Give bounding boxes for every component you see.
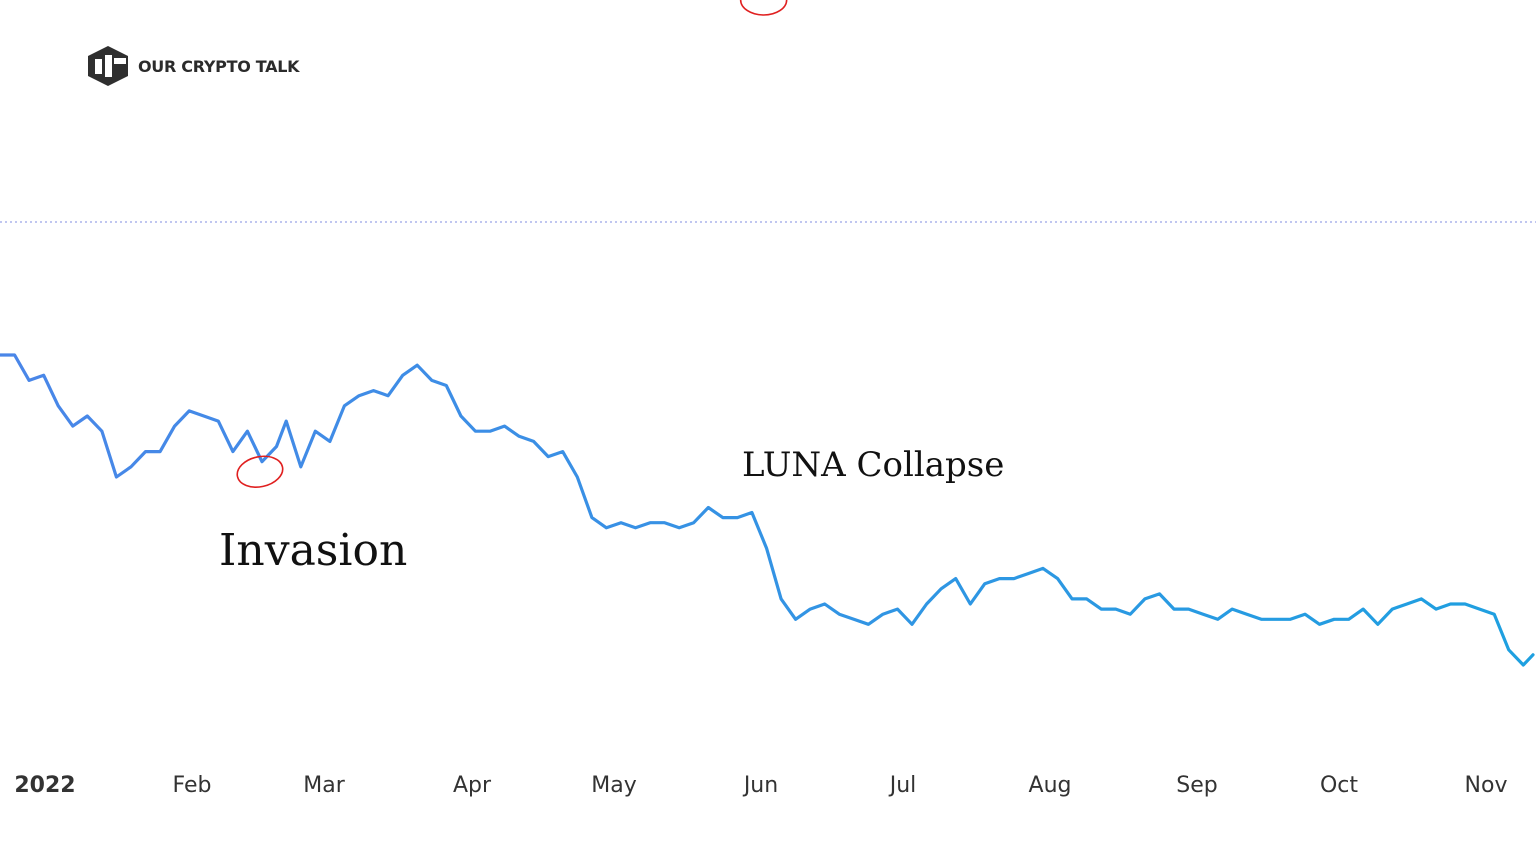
- annotation-label: Invasion: [219, 525, 407, 576]
- annotation-circle-marker: [739, 0, 788, 16]
- brand: OUR CRYPTO TALK: [84, 44, 300, 88]
- x-tick-label: Jul: [888, 773, 917, 798]
- price-series-line: [0, 353, 1535, 667]
- annotation-label: LUNA Collapse: [742, 445, 1004, 485]
- x-tick-label: Mar: [303, 773, 345, 798]
- annotation-circle-marker: [236, 455, 284, 488]
- our-crypto-talk-logo-icon: [88, 46, 128, 86]
- x-axis-ticks: 2022 Feb Mar Apr May Jun Jul Aug Sep Oct Nov: [14, 773, 1507, 798]
- x-tick-label: Apr: [453, 773, 492, 798]
- x-tick-label: 2022: [14, 773, 75, 798]
- x-tick-label: Feb: [173, 773, 212, 798]
- logo-bar-right: [114, 58, 126, 64]
- x-tick-label: Oct: [1320, 773, 1358, 798]
- annotations: Invasion LUNA Collapse: [219, 0, 1004, 576]
- x-tick-label: Jun: [742, 773, 778, 798]
- x-tick-label: Aug: [1029, 773, 1072, 798]
- x-tick-label: Sep: [1176, 773, 1217, 798]
- x-tick-label: Nov: [1465, 773, 1508, 798]
- logo-bar-left: [95, 59, 102, 74]
- brand-name: OUR CRYPTO TALK: [138, 56, 300, 76]
- logo-bar-mid: [105, 55, 112, 77]
- x-tick-label: May: [591, 773, 636, 798]
